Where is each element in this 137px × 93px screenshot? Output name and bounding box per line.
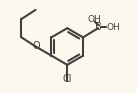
Text: OH: OH — [106, 23, 120, 32]
Text: OH: OH — [88, 15, 102, 24]
Text: O: O — [33, 41, 40, 51]
Text: B: B — [95, 22, 101, 32]
Text: Cl: Cl — [62, 74, 72, 84]
